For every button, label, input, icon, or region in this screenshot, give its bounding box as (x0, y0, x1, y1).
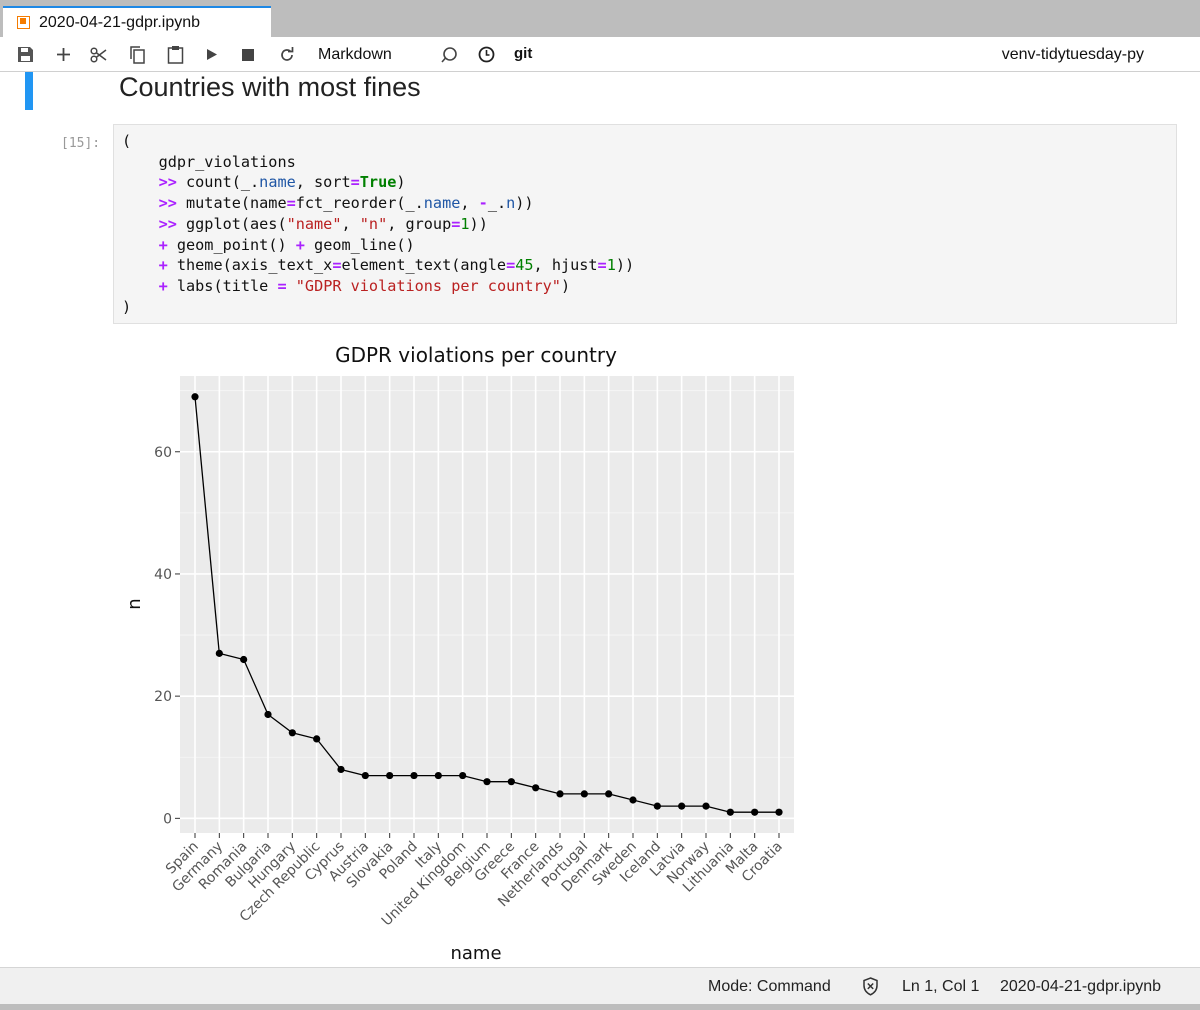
mode-indicator: Mode: Command (708, 978, 831, 995)
copy-button[interactable] (126, 37, 148, 72)
cut-button[interactable] (88, 37, 110, 72)
data-point (386, 771, 394, 780)
data-point (556, 790, 564, 798)
code-line: >> mutate(name=fct_reorder(_.name, -_.n)… (158, 194, 534, 213)
data-point (775, 808, 783, 816)
chart-title: GDPR violations per country (335, 343, 617, 367)
data-point (751, 808, 759, 816)
copy-icon (129, 45, 145, 64)
shield-icon (863, 977, 878, 996)
code-cell[interactable]: ( gdpr_violations >> count(_.name, sort=… (113, 124, 1177, 324)
data-point (678, 802, 686, 810)
data-point (653, 802, 661, 810)
notebook-tab[interactable]: 2020-04-21-gdpr.ipynb (3, 6, 271, 37)
trusted-indicator[interactable] (862, 968, 879, 1005)
run-icon (207, 49, 217, 60)
code-line: >> ggplot(aes("name", "n", group=1)) (158, 214, 488, 233)
save-icon (17, 47, 33, 62)
code-line: + labs(title = "GDPR violations per coun… (158, 276, 571, 295)
cut-icon (90, 46, 107, 63)
data-point (726, 808, 734, 816)
notebook-icon (17, 16, 30, 29)
comment-button[interactable] (438, 37, 460, 72)
data-point (702, 802, 710, 810)
data-point (507, 778, 515, 786)
history-button[interactable] (475, 37, 497, 72)
y-axis: 0 20 40 60 (154, 445, 180, 827)
add-cell-button[interactable] (52, 37, 74, 72)
data-point (313, 735, 321, 743)
y-axis-title: n (124, 598, 145, 609)
tab-title: 2020-04-21-gdpr.ipynb (39, 13, 201, 31)
data-point (361, 771, 369, 780)
cursor-position[interactable]: Ln 1, Col 1 (902, 978, 980, 995)
run-button[interactable] (202, 37, 222, 72)
data-point (532, 784, 540, 792)
code-line: ( (122, 132, 132, 150)
data-point (215, 649, 223, 657)
stop-icon (242, 48, 254, 61)
clock-icon (478, 46, 494, 63)
code-line: gdpr_violations (122, 152, 296, 171)
kernel-name[interactable]: venv-tidytuesday-py (1001, 46, 1144, 63)
restart-icon (281, 46, 294, 61)
data-point (240, 655, 248, 664)
active-cell-indicator (25, 72, 33, 110)
comment-icon (441, 46, 457, 63)
code-line: ) (122, 297, 132, 316)
x-axis: SpainGermanyRomaniaBulgariaHungaryCzech … (163, 833, 786, 929)
notebook-panel: Countries with most fines [15]: ( gdpr_v… (0, 72, 1200, 967)
data-point (434, 771, 442, 780)
data-point (459, 771, 467, 780)
tab-bar: 2020-04-21-gdpr.ipynb (0, 0, 1200, 37)
execution-prompt: [15]: (61, 136, 101, 151)
data-point (629, 796, 637, 804)
paste-button[interactable] (164, 37, 186, 72)
markdown-heading[interactable]: Countries with most fines (119, 72, 421, 102)
data-point (483, 778, 491, 786)
data-point (288, 729, 296, 737)
data-points (191, 393, 783, 816)
code-editor[interactable]: ( gdpr_violations >> count(_.name, sort=… (122, 131, 634, 317)
data-point (337, 765, 345, 774)
status-filename: 2020-04-21-gdpr.ipynb (1000, 978, 1162, 995)
data-point (264, 710, 272, 719)
cell-type-dropdown[interactable]: Markdown (318, 46, 392, 63)
data-point (580, 790, 588, 798)
gdpr-line-chart: GDPR violations per country 0 20 40 60 Spai… (124, 343, 794, 964)
code-line: >> count(_.name, sort=True) (158, 173, 406, 192)
save-button[interactable] (14, 37, 36, 72)
y-tick-label: 40 (154, 567, 172, 583)
status-bar: Mode: Command Ln 1, Col 1 2020-04-21-gdp… (0, 967, 1200, 1004)
y-tick-label: 60 (154, 445, 172, 461)
stop-button[interactable] (238, 37, 258, 72)
code-line: + theme(axis_text_x=element_text(angle=4… (158, 256, 635, 275)
add-icon (56, 48, 70, 61)
notebook-toolbar: Markdown git venv-tidytuesday-py (0, 37, 1200, 72)
y-tick-label: 20 (154, 689, 172, 705)
code-line: + geom_point() + geom_line() (158, 235, 415, 254)
major-gridlines (180, 376, 794, 833)
paste-icon (167, 46, 183, 64)
y-tick-label: 0 (163, 811, 172, 827)
data-point (410, 771, 418, 780)
data-point (191, 393, 199, 401)
restart-button[interactable] (276, 37, 298, 72)
git-button[interactable]: git (514, 45, 533, 62)
x-axis-title: name (450, 943, 501, 964)
data-point (605, 790, 613, 798)
